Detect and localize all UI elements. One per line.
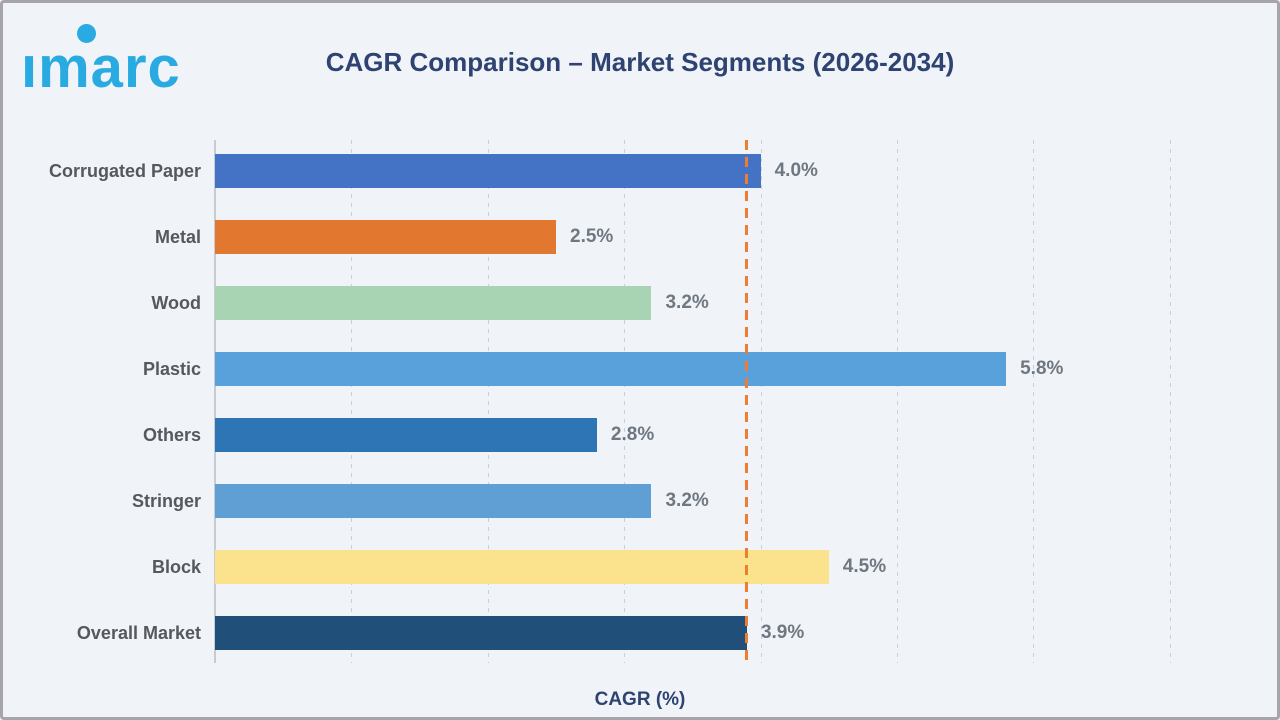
gridline-2 xyxy=(487,140,489,663)
gridline-4 xyxy=(760,140,762,663)
gridline-7 xyxy=(1169,140,1171,663)
value-label-block: 4.5% xyxy=(842,556,887,577)
bar-block xyxy=(215,550,829,584)
value-label-plastic: 5.8% xyxy=(1020,358,1064,379)
category-label-block: Block xyxy=(151,557,201,577)
category-label-plastic: Plastic xyxy=(142,359,201,379)
value-label-others: 2.8% xyxy=(610,424,655,445)
bar-stringer xyxy=(215,484,652,518)
value-label-wood: 3.2% xyxy=(665,292,709,313)
imarc-logo: ımarc xyxy=(19,9,229,100)
gridline-5 xyxy=(897,140,898,663)
category-label-others: Others xyxy=(142,425,201,445)
value-label-corrugated-paper: 4.0% xyxy=(774,160,818,181)
x-axis-label: CAGR (%) xyxy=(594,689,686,710)
category-label-wood: Wood xyxy=(151,293,201,313)
category-label-stringer: Stringer xyxy=(131,491,201,511)
imarc-logo-text: ımarc xyxy=(21,35,181,100)
bar-corrugated-paper xyxy=(215,154,761,188)
value-label-metal: 2.5% xyxy=(570,226,614,247)
plot-area: 4.0% 2.5% 3.2% 5.8% 2.8% 3.2% 4.5% 3.9% xyxy=(214,140,1183,663)
category-label-overall-market: Overall Market xyxy=(76,623,201,643)
bar-metal xyxy=(215,220,556,254)
bar-others xyxy=(215,418,597,452)
bar-wood xyxy=(215,286,652,320)
value-label-overall-market: 3.9% xyxy=(760,622,805,643)
category-label-metal: Metal xyxy=(154,227,201,247)
gridline-6 xyxy=(1033,140,1035,663)
chart-title: CAGR Comparison – Market Segments (2026-… xyxy=(325,47,955,77)
value-label-stringer: 3.2% xyxy=(665,490,709,511)
bar-overall-market xyxy=(215,616,747,650)
overall-market-reference-line xyxy=(745,140,749,663)
y-axis-line xyxy=(214,140,216,663)
bar-plastic xyxy=(215,352,1007,386)
imarc-logo-dot-icon xyxy=(77,24,96,43)
category-label-corrugated-paper: Corrugated Paper xyxy=(48,161,201,181)
gridline-1 xyxy=(351,140,353,663)
gridline-3 xyxy=(624,140,626,663)
